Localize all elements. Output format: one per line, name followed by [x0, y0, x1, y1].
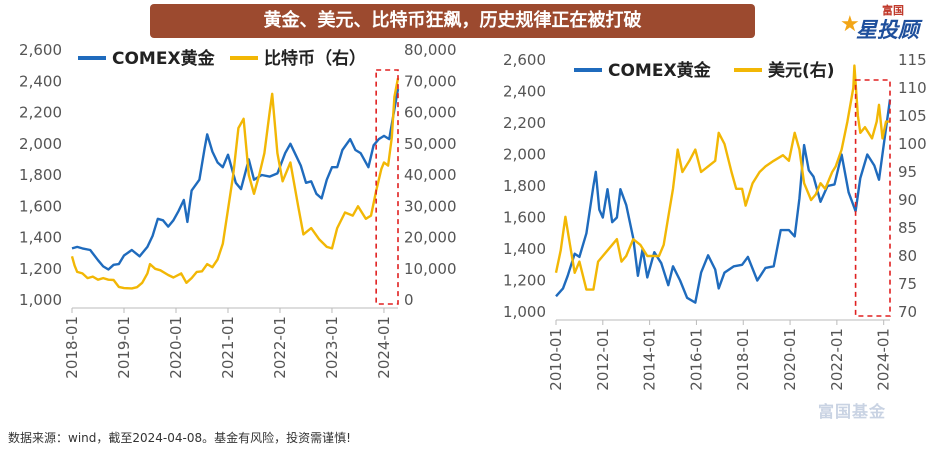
x-axis-tick-label: 2020-01	[781, 328, 799, 391]
right-axis-tick: 100	[898, 135, 927, 153]
left-axis-tick: 1,000	[19, 291, 62, 309]
left-axis-tick: 1,400	[503, 240, 546, 258]
right-axis-tick: 60,000	[404, 104, 457, 122]
page-title: 黄金、美元、比特币狂飙，历史规律正在被打破	[150, 4, 755, 38]
legend-label: COMEX黄金	[112, 48, 216, 69]
left-axis-tick: 2,600	[503, 51, 546, 69]
left-axis-tick: 2,400	[19, 72, 62, 90]
right-axis-tick: 105	[898, 107, 927, 125]
right-axis-tick: 115	[898, 51, 927, 69]
right-axis-tick: 80	[898, 247, 917, 265]
left-axis-tick: 1,800	[19, 166, 62, 184]
chart-2: 1,000 1,200 1,400 1,600 1,800 2,000 2,200 2,400…	[503, 51, 927, 391]
right-axis-tick: 80,000	[404, 41, 457, 59]
highlight-box	[854, 79, 891, 317]
x-axis-tick-label: 2020-01	[167, 316, 185, 379]
x-axis-tick-label: 2023-01	[323, 316, 341, 379]
series-line-2	[70, 77, 400, 290]
series-line-2	[554, 64, 890, 291]
source-footnote: 数据来源：wind，截至2024-04-08。基金有风险，投资需谨慎!	[8, 431, 351, 445]
legend-label: 美元(右)	[768, 60, 835, 81]
left-axis-tick: 2,000	[19, 135, 62, 153]
left-axis-tick: 2,200	[503, 114, 546, 132]
right-axis-tick: 90	[898, 191, 917, 209]
right-axis-tick: 0	[404, 291, 414, 309]
left-axis-tick: 1,000	[503, 303, 546, 321]
right-axis-tick: 110	[898, 79, 927, 97]
x-axis-tick-label: 2022-01	[828, 328, 846, 391]
right-axis-tick: 30,000	[404, 197, 457, 215]
x-axis-tick-label: 2014-01	[641, 328, 659, 391]
x-axis-tick-label: 2018-01	[63, 316, 81, 379]
series-line-1	[555, 99, 892, 304]
right-axis-tick: 85	[898, 219, 917, 237]
logo-small-text: 富国	[882, 4, 904, 17]
x-axis-tick-label: 2022-01	[271, 316, 289, 379]
watermark: 富国基金	[818, 402, 887, 421]
x-axis-tick-label: 2019-01	[115, 316, 133, 379]
left-axis-tick: 1,600	[19, 197, 62, 215]
star-icon: ★	[840, 12, 860, 37]
right-axis-tick: 95	[898, 163, 917, 181]
left-axis-tick: 1,400	[19, 229, 62, 247]
x-axis-tick-label: 2010-01	[547, 328, 565, 391]
chart-1: 1,000 1,200 1,400 1,600 1,800 2,000 2,200 2,400…	[19, 41, 456, 379]
legend-label: COMEX黄金	[608, 60, 712, 81]
left-axis-tick: 1,800	[503, 177, 546, 195]
left-axis-tick: 2,200	[19, 104, 62, 122]
right-axis-tick: 20,000	[404, 229, 457, 247]
right-axis-tick: 70	[898, 303, 917, 321]
left-axis-tick: 2,600	[19, 41, 62, 59]
x-axis-tick-label: 2012-01	[594, 328, 612, 391]
left-axis-tick: 2,400	[503, 83, 546, 101]
left-axis-tick: 1,600	[503, 209, 546, 227]
left-axis-tick: 1,200	[19, 260, 62, 278]
right-axis-tick: 40,000	[404, 166, 457, 184]
x-axis-tick-label: 2024-01	[875, 328, 893, 391]
x-axis-tick-label: 2021-01	[219, 316, 237, 379]
x-axis-tick-label: 2016-01	[687, 328, 705, 391]
logo-main-text: 星投顾	[856, 18, 919, 42]
x-axis-tick-label: 2018-01	[734, 328, 752, 391]
right-axis-tick: 10,000	[404, 260, 457, 278]
series-line-1	[71, 88, 400, 271]
legend-label: 比特币（右）	[264, 48, 366, 69]
right-axis-tick: 50,000	[404, 135, 457, 153]
x-axis-tick-label: 2024-01	[375, 316, 393, 379]
right-axis-tick: 75	[898, 275, 917, 293]
right-axis-tick: 70,000	[404, 72, 457, 90]
left-axis-tick: 2,000	[503, 146, 546, 164]
highlight-box	[375, 69, 399, 305]
left-axis-tick: 1,200	[503, 272, 546, 290]
